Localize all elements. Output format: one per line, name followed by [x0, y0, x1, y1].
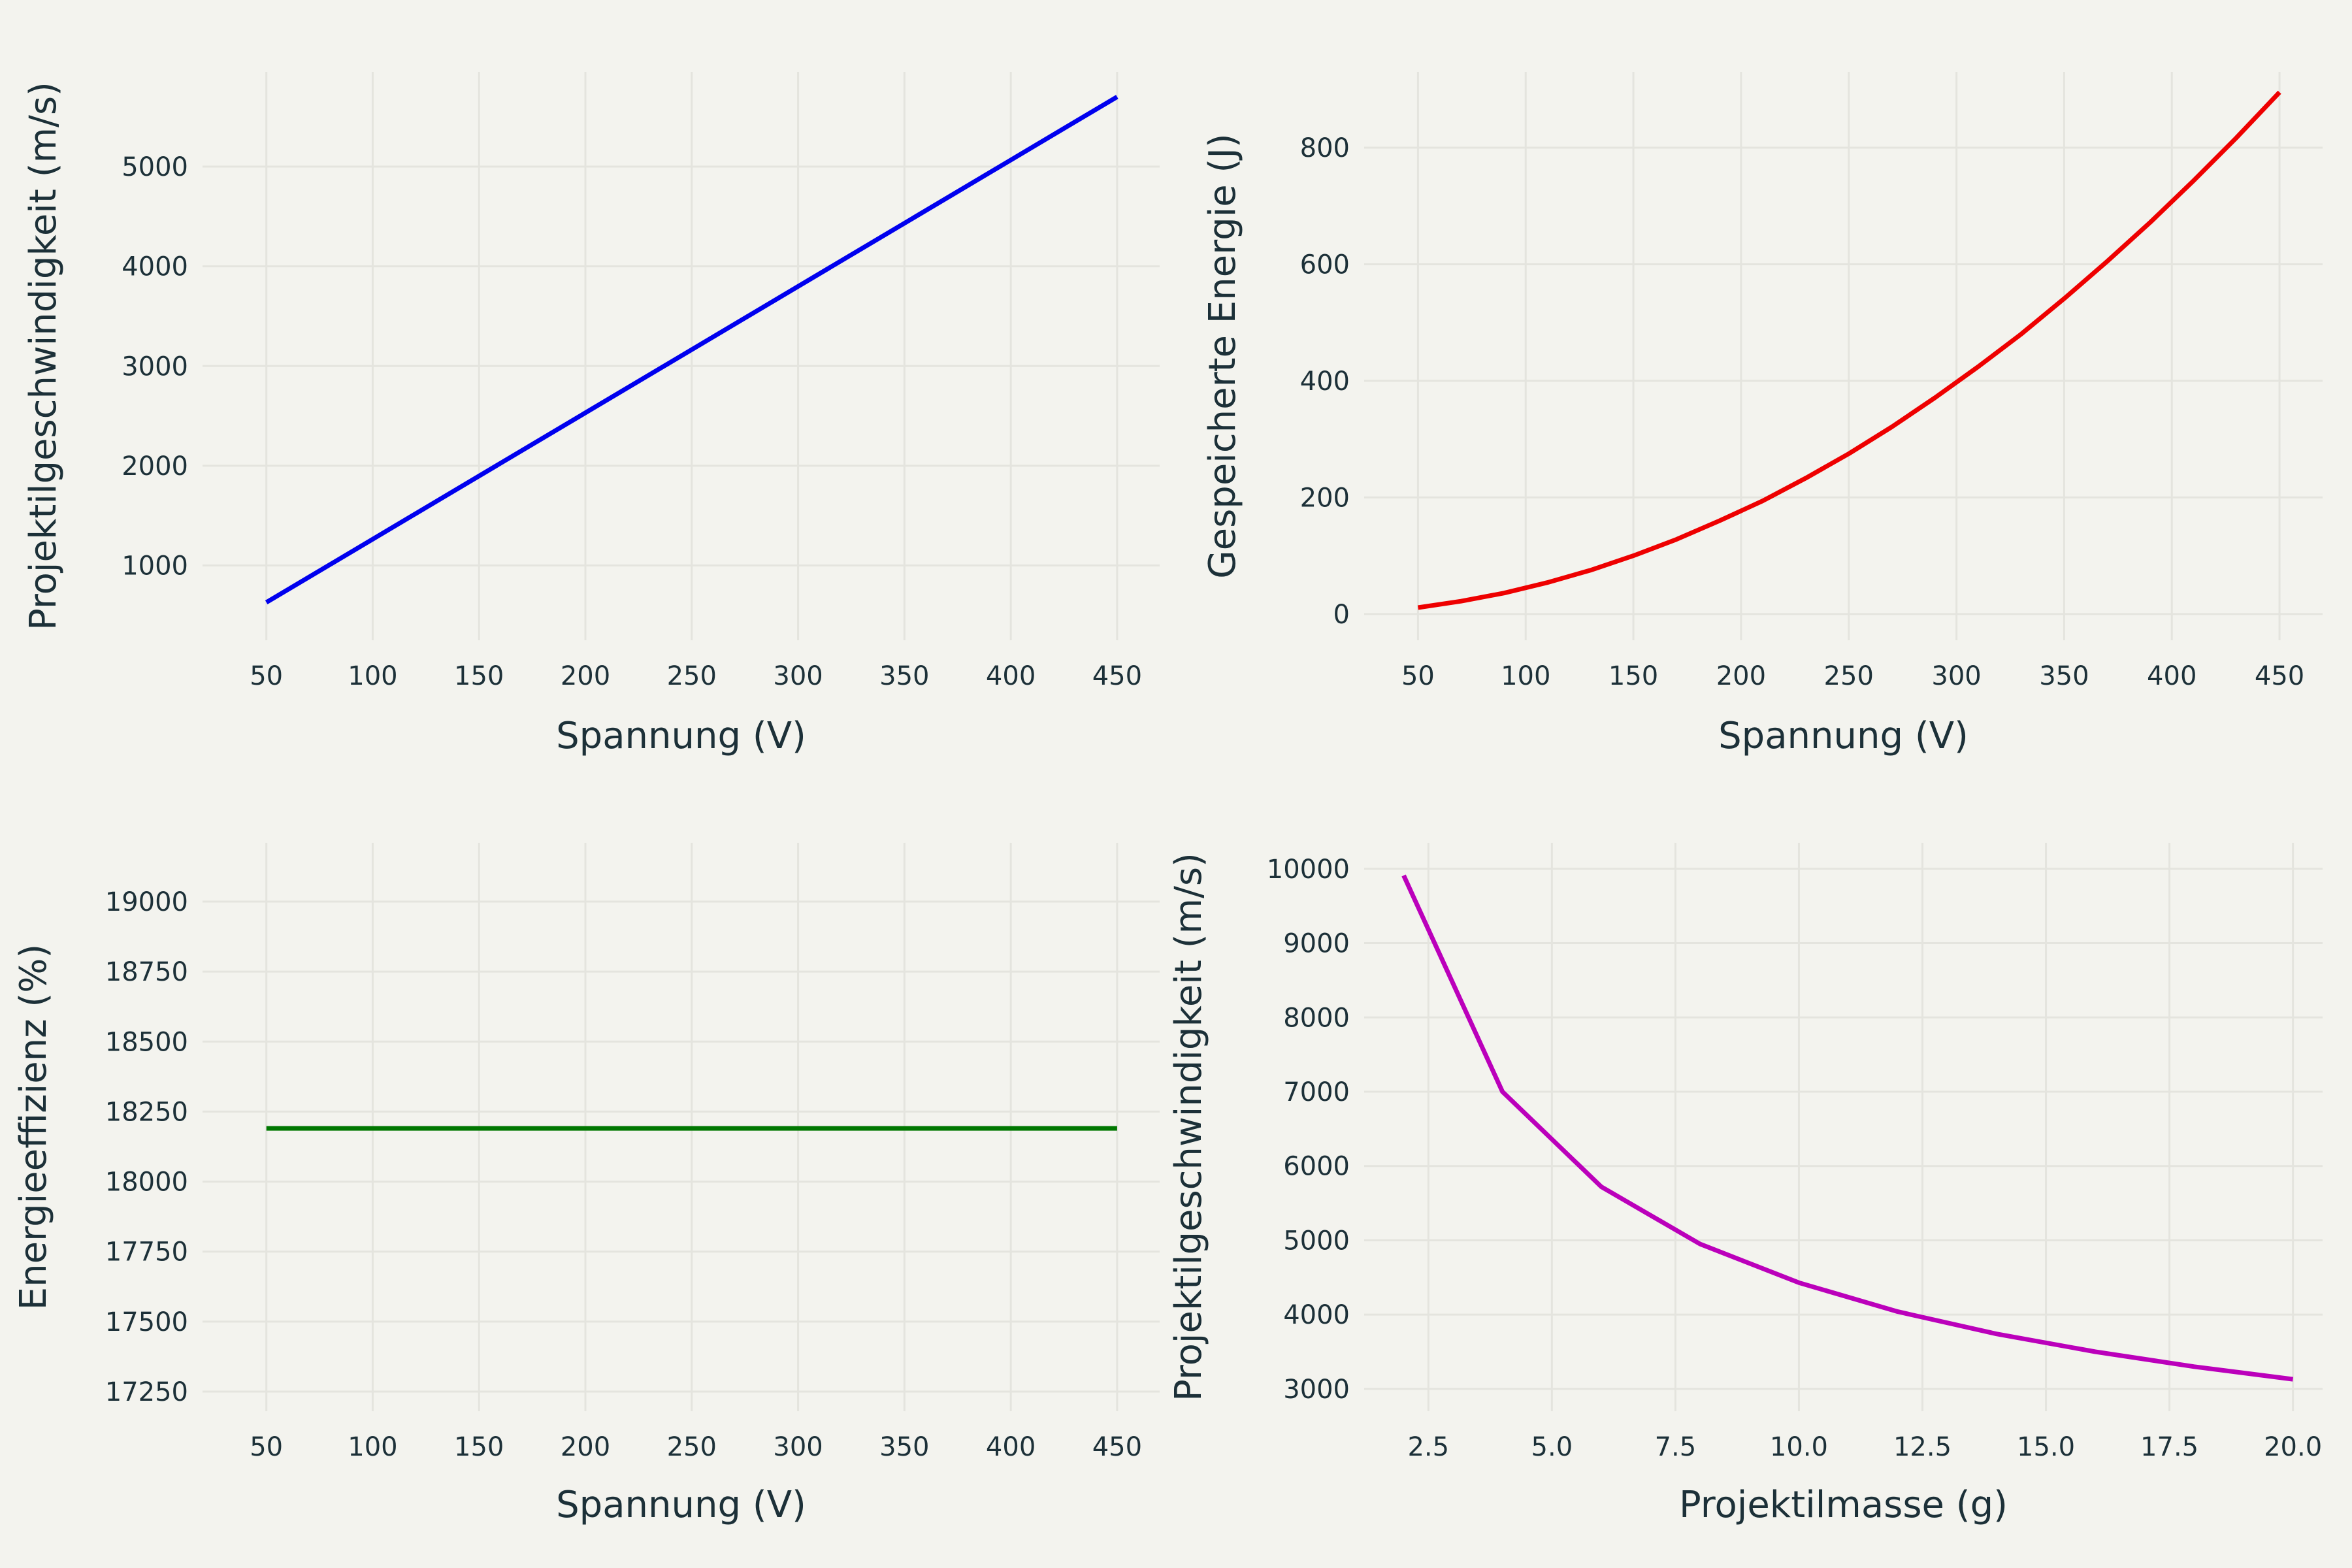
- y-axis-label: Projektilgeschwindigkeit (m/s): [1168, 853, 1210, 1401]
- y-axis-label: Energieeffizienz (%): [12, 944, 55, 1311]
- y-tick-label: 18250: [105, 1097, 188, 1127]
- y-tick-label: 800: [1300, 133, 1350, 163]
- x-tick-label: 5.0: [1531, 1432, 1573, 1462]
- chart-panel-1: 50 100 150 200 250 300 350 400 450 1000 2000 3000 40…: [22, 72, 1160, 757]
- y-tick-label: 600: [1300, 250, 1350, 280]
- x-tick-label: 450: [1092, 661, 1142, 691]
- y-tick-label: 400: [1300, 367, 1350, 397]
- y-tick-label: 7000: [1283, 1077, 1350, 1107]
- x-tick-label: 250: [1824, 661, 1874, 691]
- y-tick-label: 8000: [1283, 1003, 1350, 1033]
- x-tick-label: 100: [348, 661, 397, 691]
- y-axis-label: Projektilgeschwindigkeit (m/s): [22, 82, 65, 630]
- x-axis-label: Projektilmasse (g): [1679, 1484, 2008, 1526]
- x-tick-label: 350: [879, 1432, 929, 1462]
- y-tick-label: 19000: [105, 887, 188, 917]
- series-line: [265, 95, 1119, 605]
- x-tick-label: 200: [561, 1432, 610, 1462]
- x-tick-label: 300: [1931, 661, 1981, 691]
- x-axis-label: Spannung (V): [556, 715, 806, 757]
- x-tick-label: 2.5: [1407, 1432, 1449, 1462]
- x-tick-label: 250: [667, 661, 717, 691]
- x-tick-label: 200: [561, 661, 610, 691]
- y-axis-label: Gespeicherte Energie (J): [1201, 133, 1244, 579]
- x-tick-label: 100: [1501, 661, 1550, 691]
- x-tick-label: 7.5: [1655, 1432, 1697, 1462]
- x-tick-label: 350: [2039, 661, 2089, 691]
- y-tick-label: 0: [1333, 600, 1350, 630]
- y-tick-label: 200: [1300, 483, 1350, 513]
- x-tick-label: 50: [250, 661, 283, 691]
- x-tick-label: 150: [1609, 661, 1658, 691]
- x-tick-label: 300: [773, 661, 823, 691]
- y-tick-label: 2000: [122, 451, 188, 482]
- y-tick-label: 3000: [122, 351, 188, 382]
- x-tick-label: 350: [879, 661, 929, 691]
- x-tick-label: 50: [1401, 661, 1435, 691]
- y-tick-label: 17750: [105, 1237, 188, 1267]
- x-tick-label: 250: [667, 1432, 717, 1462]
- x-tick-label: 150: [454, 1432, 504, 1462]
- x-tick-label: 400: [986, 661, 1036, 691]
- series-line: [1417, 90, 2281, 610]
- x-tick-label: 400: [2147, 661, 2197, 691]
- x-tick-label: 200: [1716, 661, 1766, 691]
- x-tick-label: 50: [250, 1432, 283, 1462]
- x-axis-label: Spannung (V): [1718, 715, 1968, 757]
- x-tick-label: 100: [348, 1432, 397, 1462]
- x-tick-label: 450: [2255, 661, 2304, 691]
- x-tick-label: 17.5: [2140, 1432, 2198, 1462]
- x-tick-label: 10.0: [1770, 1432, 1828, 1462]
- y-tick-label: 3000: [1283, 1375, 1350, 1405]
- chart-panel-4: 2.5 5.0 7.5 10.0 12.5 15.0 17.5 20.0 3000 4000 500…: [1168, 843, 2323, 1526]
- y-tick-label: 10000: [1267, 855, 1350, 885]
- y-tick-label: 18750: [105, 957, 188, 987]
- x-tick-label: 150: [454, 661, 504, 691]
- y-tick-label: 4000: [1283, 1300, 1350, 1330]
- y-tick-label: 1000: [122, 551, 188, 581]
- x-tick-label: 20.0: [2264, 1432, 2322, 1462]
- series-line: [1401, 874, 2294, 1382]
- x-tick-label: 15.0: [2017, 1432, 2075, 1462]
- x-tick-label: 450: [1092, 1432, 1142, 1462]
- y-tick-label: 17250: [105, 1377, 188, 1407]
- x-tick-label: 300: [773, 1432, 823, 1462]
- chart-panel-2: 50 100 150 200 250 300 350 400 450 0 200 400 600 800 S…: [1201, 72, 2323, 757]
- y-tick-label: 17500: [105, 1307, 188, 1337]
- x-tick-label: 12.5: [1893, 1432, 1952, 1462]
- x-tick-label: 400: [986, 1432, 1036, 1462]
- y-tick-label: 4000: [122, 252, 188, 282]
- x-axis-label: Spannung (V): [556, 1484, 806, 1526]
- y-tick-label: 5000: [1283, 1226, 1350, 1256]
- chart-panel-3: 50 100 150 200 250 300 350 400 450 17250 17500 1775…: [12, 843, 1160, 1526]
- y-tick-label: 5000: [122, 152, 188, 182]
- y-tick-label: 18000: [105, 1168, 188, 1198]
- y-tick-label: 6000: [1283, 1152, 1350, 1182]
- y-tick-label: 9000: [1283, 929, 1350, 959]
- y-tick-label: 18500: [105, 1027, 188, 1057]
